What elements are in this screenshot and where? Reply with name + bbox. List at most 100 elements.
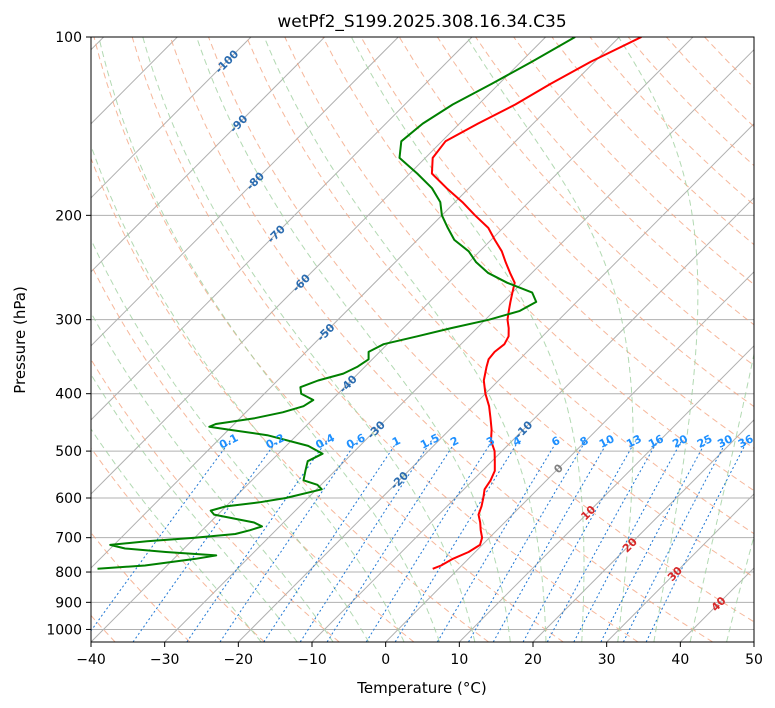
plot-frame [90,36,755,643]
moist-adiabat-line [196,37,511,642]
mixing-ratio-label: 16 [646,432,666,451]
moist-adiabat-line [618,37,699,642]
isotherm-line [532,419,754,642]
chart-title: wetPf2_S199.2025.308.16.34.C35 [277,12,566,32]
y-tick-label: 1000 [46,622,82,638]
y-tick-label: 500 [55,444,82,460]
moist-adiabat-line [91,373,298,642]
moist-adiabat-line [91,311,334,642]
mixing-ratio-line [546,440,659,642]
x-tick-label: 50 [745,652,763,668]
isotherm-line [91,37,399,347]
isotherm-label: -100 [213,47,242,76]
dry-adiabat-line [551,37,754,246]
y-tick-label: 800 [55,565,82,581]
x-axis-ticks: −40 −30 −20 −10 0 10 20 30 40 50 [76,642,763,668]
mixing-ratio-label: 20 [670,432,690,451]
mixing-ratio-label: 13 [624,432,644,451]
x-tick-label: 10 [450,652,468,668]
moist-adiabat-line [350,37,585,642]
moist-adiabat-line [98,37,440,642]
mixing-ratio-line [600,440,707,642]
y-tick-label: 400 [55,387,82,403]
isotherm-line [91,37,473,421]
moist-adiabat-line [91,428,262,642]
y-tick-label: 100 [55,30,82,46]
mixing-ratio-line [522,440,637,642]
x-tick-label: 0 [381,652,390,668]
dry-adiabat-line [513,37,754,286]
dry-adiabat-line [131,37,639,642]
mixing-ratio-line [132,440,278,642]
mixing-ratio-line [468,440,587,642]
mixing-ratio-line [365,440,493,642]
mixing-ratio-line [436,440,558,642]
dry-adiabat-line [208,37,754,623]
x-tick-label: −40 [76,652,106,668]
mixing-ratio-label: 0.6 [344,431,368,452]
adiabat-lines [91,37,754,642]
mixing-ratio-label: 6 [549,434,562,449]
mixing-ratio-label: 1 [390,434,403,449]
x-tick-label: −30 [150,652,180,668]
isotherm-line [164,48,754,642]
mixing-ratio-label: 25 [695,432,715,451]
mixing-ratio-line [573,440,683,642]
mixing-ratio-line [299,440,432,642]
x-axis-label: Temperature (°C) [356,679,486,697]
isotherm-line [237,123,754,642]
mixing-ratio-label: 10 [597,432,617,451]
moist-adiabat-line [263,37,547,642]
moist-adiabat-line [689,351,754,642]
mixing-ratio-label: 3 [484,434,497,449]
y-axis-ticks: 1000 900 800 700 600 500 400 300 200 100 [46,30,91,638]
temperature-profile [430,37,642,570]
mixing-ratio-label: 0.4 [313,431,337,452]
y-tick-label: 600 [55,491,82,507]
dry-adiabat-line [589,37,754,206]
dry-adiabat-line [91,447,265,642]
dry-adiabat-line [169,37,713,642]
mixing-ratio-lines [91,440,748,642]
dry-adiabat-line [704,37,754,89]
mixing-ratio-line [91,440,231,632]
dry-adiabat-line [91,156,489,642]
isotherm-line [679,567,754,642]
mixing-ratio-line [492,440,609,642]
line-labels: 0.1 0.2 0.4 0.6 1 1.5 2 3 4 6 8 10 13 16 20 25 30 36-100-… [213,47,756,614]
profile-lines [97,37,642,570]
dry-adiabat-line [93,37,564,642]
isotherm-line [91,37,252,199]
isotherm-line [91,37,325,273]
mixing-ratio-line [326,440,457,642]
dry-adiabat-line [91,358,340,642]
dry-adiabat-line [666,37,754,128]
mixing-ratio-line [645,440,748,642]
isotherm-line [458,345,754,642]
grid-lines [91,37,754,642]
mixing-ratio-label: 36 [736,432,756,451]
x-tick-label: 40 [671,652,689,668]
isotherm-line [91,37,620,569]
y-axis-label: Pressure (hPa) [11,286,29,394]
mixing-ratio-line [622,440,728,642]
moist-adiabat-line [91,238,370,642]
isotherm-line [91,37,546,495]
x-tick-label: −20 [224,652,254,668]
isotherm-line [91,37,694,642]
mixing-ratio-label: 30 [715,432,735,451]
dry-adiabat-line [627,37,754,167]
mixing-ratio-line [394,440,520,642]
mixing-ratio-line [263,440,399,642]
dry-adiabat-line [475,37,754,326]
isotherm-line [385,271,754,642]
dry-adiabat-line [91,263,415,642]
dry-adiabat-line [284,37,754,535]
isotherm-label: -50 [314,321,337,344]
dewpoint-profile [97,37,576,570]
y-tick-label: 700 [55,531,82,547]
y-tick-label: 900 [55,595,82,611]
moist-adiabat-line [91,144,405,642]
isotherm-label: -30 [365,418,388,441]
